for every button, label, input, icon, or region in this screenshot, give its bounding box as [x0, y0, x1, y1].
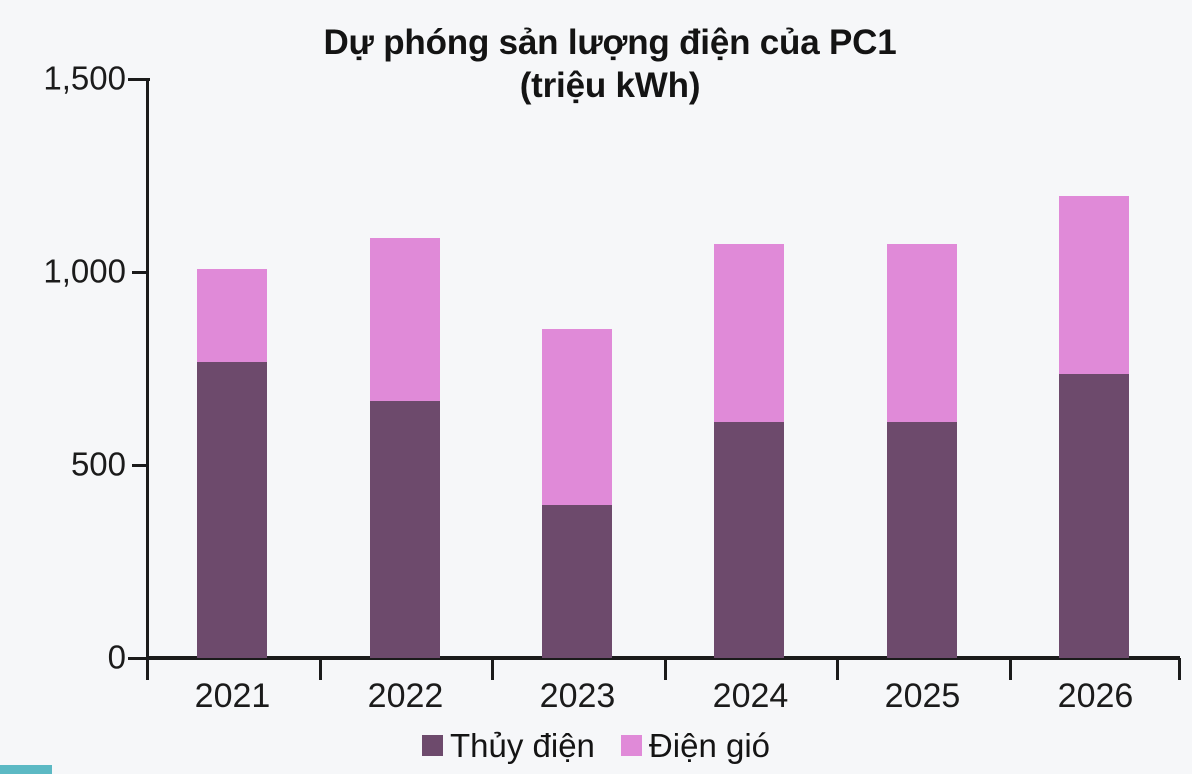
chart-legend: Thủy điện Điện gió — [0, 729, 1192, 762]
y-tick-1500 — [128, 78, 150, 81]
bar-segment-2024-wind[interactable] — [714, 244, 785, 423]
legend-swatch-icon-hydro — [421, 735, 443, 756]
y-axis-label-1000: 1,000 — [43, 252, 126, 290]
y-axis-labels: 1,500 1,000 500 0 — [0, 0, 126, 773]
chart-title: Dự phóng sản lượng điện của PC1 (triệu k… — [170, 22, 1050, 107]
bar-segment-2024-hydro[interactable] — [714, 422, 785, 658]
y-axis-label-500: 500 — [70, 445, 126, 483]
y-axis-line — [146, 78, 149, 659]
bar-segment-2026-wind[interactable] — [1058, 195, 1129, 374]
bar-segment-2023-wind[interactable] — [541, 329, 612, 506]
x-axis-label-2023: 2023 — [539, 677, 616, 715]
y-tick-0 — [128, 657, 150, 660]
chart-title-line-2: (triệu kWh) — [519, 65, 701, 105]
chart-title-line-1: Dự phóng sản lượng điện của PC1 — [323, 23, 897, 62]
bar-segment-2023-hydro[interactable] — [541, 505, 612, 658]
x-axis-label-2024: 2024 — [712, 677, 789, 715]
y-axis-label-1500: 1,500 — [43, 59, 126, 97]
bar-segment-2025-wind[interactable] — [886, 244, 957, 423]
y-axis-label-0: 0 — [107, 638, 126, 676]
corner-accent-bar — [0, 765, 52, 774]
bar-segment-2022-hydro[interactable] — [369, 400, 440, 658]
x-tick-1 — [319, 658, 322, 680]
bar-segment-2025-hydro[interactable] — [886, 422, 957, 658]
legend-item-wind[interactable]: Điện gió — [620, 727, 770, 764]
bar-group-2024[interactable] — [714, 244, 785, 658]
x-tick-5 — [1009, 658, 1012, 680]
x-axis-label-2026: 2026 — [1057, 677, 1134, 715]
bar-segment-2021-hydro[interactable] — [197, 362, 268, 658]
legend-label-hydro: Thủy điện — [449, 727, 595, 764]
bar-segment-2022-wind[interactable] — [369, 238, 440, 401]
y-tick-1000 — [132, 271, 149, 274]
x-tick-3 — [664, 658, 667, 680]
bar-group-2021[interactable] — [197, 269, 268, 658]
x-tick-0 — [146, 658, 149, 680]
bar-group-2023[interactable] — [541, 329, 612, 658]
y-tick-500 — [132, 464, 149, 467]
x-tick-4 — [836, 658, 839, 680]
bar-segment-2026-hydro[interactable] — [1058, 373, 1129, 658]
plot-area — [146, 78, 1180, 658]
legend-label-wind: Điện gió — [648, 727, 770, 764]
bar-segment-2021-wind[interactable] — [197, 269, 268, 363]
legend-item-hydro[interactable]: Thủy điện — [421, 727, 595, 764]
x-axis-label-2021: 2021 — [194, 677, 271, 715]
bar-group-2025[interactable] — [886, 244, 957, 658]
x-tick-6 — [1178, 658, 1181, 680]
x-axis-label-2025: 2025 — [884, 677, 961, 715]
bar-group-2022[interactable] — [369, 238, 440, 658]
x-axis-line — [146, 656, 1180, 660]
x-tick-2 — [491, 658, 494, 680]
x-axis-label-2022: 2022 — [367, 677, 444, 715]
legend-swatch-icon-wind — [620, 735, 642, 756]
bar-group-2026[interactable] — [1058, 195, 1129, 658]
